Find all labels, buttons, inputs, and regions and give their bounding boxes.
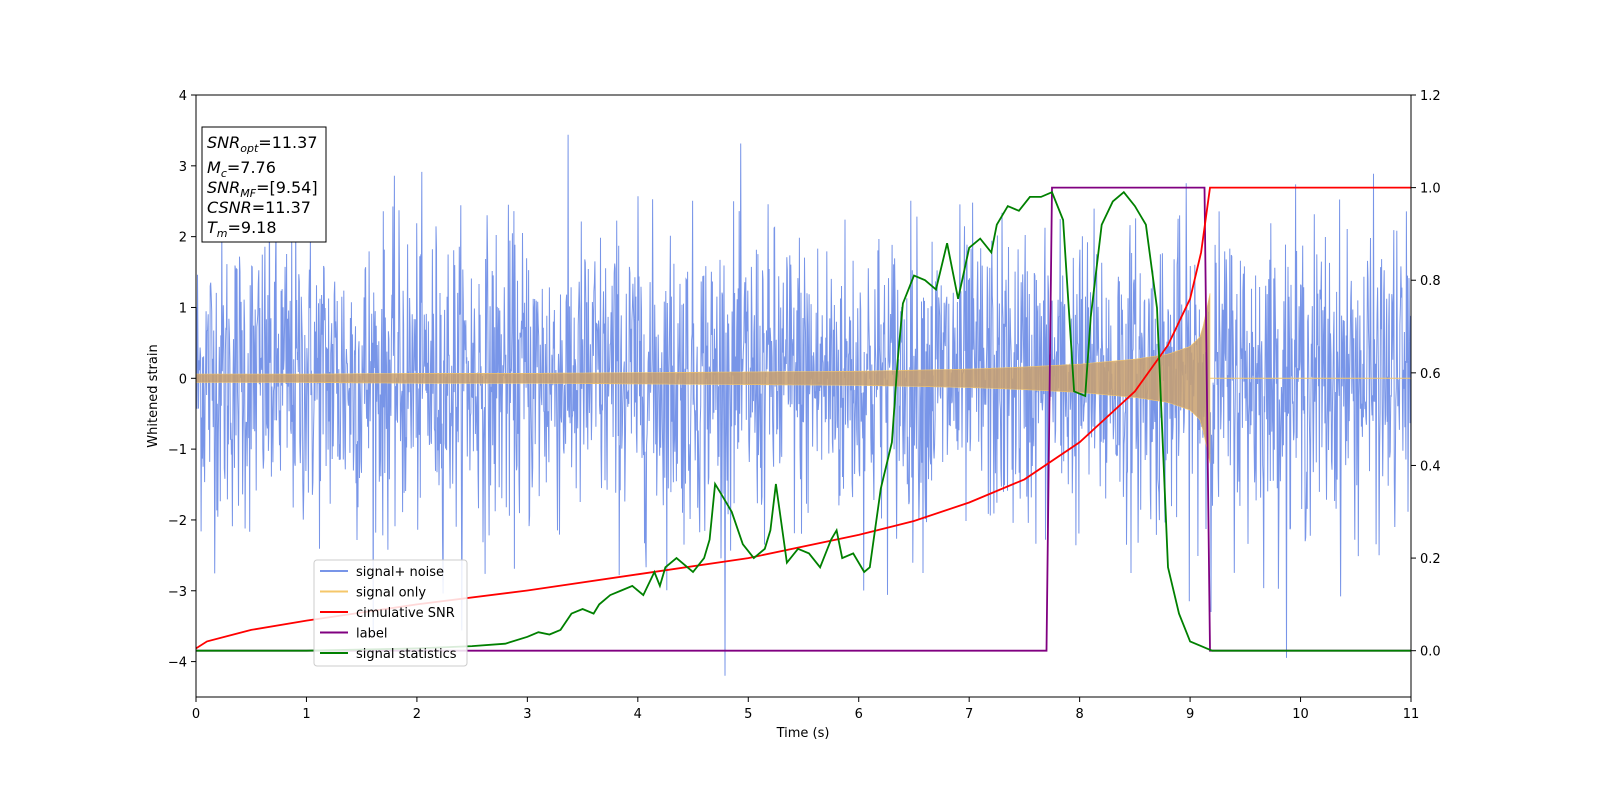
annotation-line: SNRopt=11.37	[207, 133, 318, 155]
legend-entry: signal+ noise	[356, 565, 444, 580]
y-tick-label: 0	[179, 372, 187, 387]
y2-tick-label: 0.6	[1420, 367, 1441, 382]
y-tick-label: 1	[179, 301, 187, 316]
series-signal-statistics	[196, 190, 1411, 652]
legend-entry: cimulative SNR	[356, 606, 455, 621]
y2-tick-label: 1.0	[1420, 182, 1441, 197]
annotation-box: SNRopt=11.37 Mc=7.76SNRMF=[9.54]CSNR=11.3…	[201, 126, 327, 243]
x-tick-label: 8	[1075, 707, 1083, 722]
x-tick-label: 11	[1403, 707, 1420, 722]
y-tick-label: −2	[168, 514, 187, 529]
y-tick-label: −1	[168, 443, 187, 458]
y2-tick-label: 1.2	[1420, 89, 1441, 104]
plot-frame	[195, 94, 1412, 698]
annotation-line: Tm=9.18	[207, 218, 277, 240]
y-tick-label: −3	[168, 585, 187, 600]
legend-entry: signal only	[356, 586, 426, 601]
y2-tick-label: 0.0	[1420, 645, 1441, 660]
x-tick-label: 7	[965, 707, 973, 722]
y-tick-label: 4	[179, 89, 187, 104]
x-tick-label: 6	[855, 707, 863, 722]
series-cumulative-snr	[196, 186, 1411, 650]
x-tick-label: 9	[1186, 707, 1194, 722]
series-signal-only	[196, 293, 1211, 464]
legend: signal+ noise signal only cimulative SNR la…	[313, 559, 468, 667]
y-axis-label: Whitened strain	[146, 344, 161, 447]
y2-tick-label: 0.4	[1420, 459, 1441, 474]
legend-entry: label	[356, 627, 387, 642]
axes-layer: 0 1 2 3 4 5 6 7 8 9 10 11 −4 −3 −2 −1 0 1 2 3 4 0.0 0.2 0.4 0.6 0…	[168, 89, 1441, 722]
y-tick-label: 3	[179, 160, 187, 175]
annotation-line: Mc=7.76	[207, 158, 276, 180]
x-tick-label: 2	[413, 707, 421, 722]
x-tick-label: 10	[1292, 707, 1309, 722]
y-tick-label: 2	[179, 231, 187, 246]
x-tick-label: 0	[192, 707, 200, 722]
x-tick-label: 3	[523, 707, 531, 722]
annotation-line: SNRMF=[9.54]	[207, 178, 318, 200]
annotation-line: CSNR=11.37	[207, 198, 311, 217]
x-axis-label: Time (s)	[776, 726, 830, 741]
annotation-frame	[201, 126, 327, 243]
x-tick-label: 1	[302, 707, 310, 722]
y2-tick-label: 0.8	[1420, 274, 1441, 289]
legend-entry: signal statistics	[356, 647, 457, 662]
legend-frame	[313, 559, 468, 667]
x-tick-label: 4	[634, 707, 642, 722]
series-layer	[196, 134, 1411, 676]
y2-tick-label: 0.2	[1420, 552, 1441, 567]
x-tick-label: 5	[744, 707, 752, 722]
y-tick-label: −4	[168, 656, 187, 671]
